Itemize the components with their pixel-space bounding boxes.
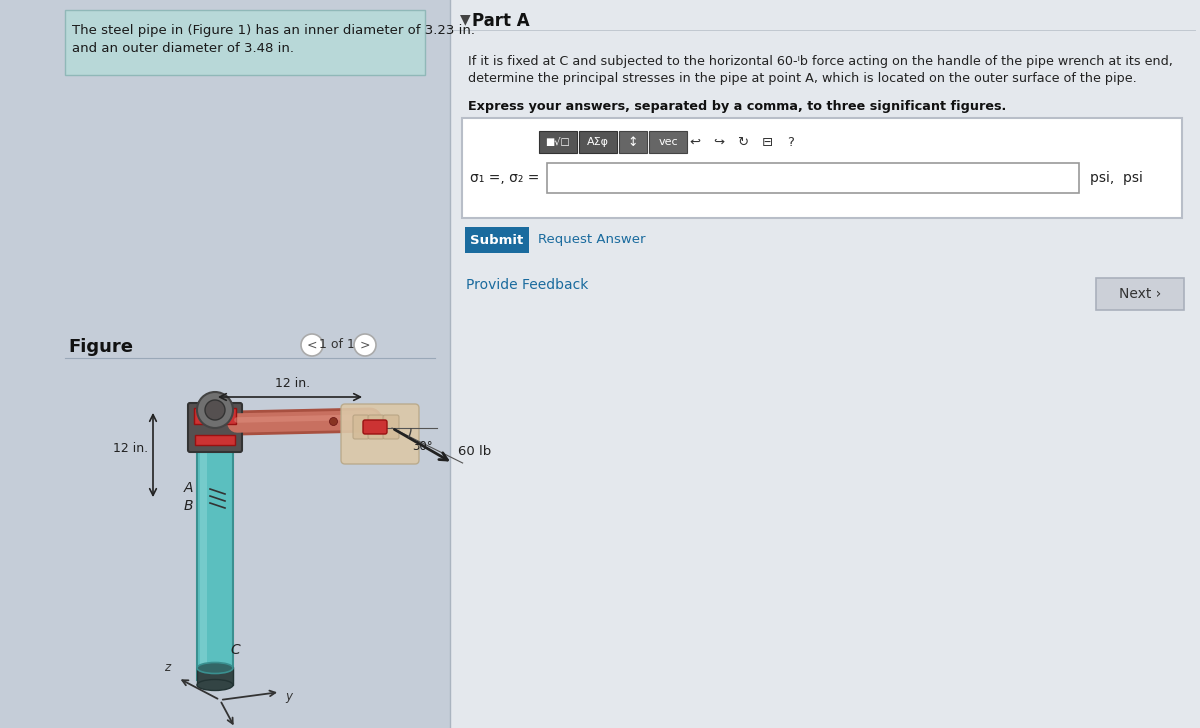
Text: 12 in.: 12 in. [275,377,310,390]
Text: y: y [286,690,292,703]
FancyBboxPatch shape [619,131,647,153]
FancyBboxPatch shape [197,667,233,685]
Text: 12 in.: 12 in. [113,442,148,455]
Circle shape [330,417,337,425]
Text: >: > [360,339,371,352]
Text: ↻: ↻ [738,135,749,149]
FancyBboxPatch shape [200,415,208,680]
Text: Figure: Figure [68,338,133,356]
Text: z: z [164,661,170,674]
FancyBboxPatch shape [466,227,529,253]
FancyBboxPatch shape [368,415,384,439]
Text: 30°: 30° [412,440,433,453]
Circle shape [205,400,226,420]
Text: AΣφ: AΣφ [587,137,610,147]
Ellipse shape [197,662,233,673]
FancyBboxPatch shape [580,131,617,153]
Text: If it is fixed at C and subjected to the horizontal 60-ᴵb force acting on the ha: If it is fixed at C and subjected to the… [468,55,1172,68]
FancyBboxPatch shape [649,131,686,153]
FancyBboxPatch shape [65,10,425,75]
Text: ↪: ↪ [714,135,725,149]
Text: σ₁ =, σ₂ =: σ₁ =, σ₂ = [470,171,539,185]
Ellipse shape [197,679,233,690]
Text: ▼: ▼ [460,12,470,26]
Text: Part A: Part A [472,12,529,30]
FancyBboxPatch shape [188,403,242,452]
Text: B: B [184,499,193,513]
Circle shape [354,334,376,356]
FancyBboxPatch shape [547,163,1079,193]
Text: ⊟: ⊟ [762,135,773,149]
Text: C: C [230,643,240,657]
Text: Next ›: Next › [1118,287,1162,301]
Text: A: A [184,481,193,495]
Text: ?: ? [787,135,794,149]
Text: and an outer diameter of 3.48 in.: and an outer diameter of 3.48 in. [72,42,294,55]
FancyBboxPatch shape [341,404,419,464]
Text: 60 lb: 60 lb [457,445,491,458]
Text: vec: vec [658,137,678,147]
Circle shape [197,392,233,428]
FancyBboxPatch shape [194,435,235,445]
FancyBboxPatch shape [539,131,577,153]
FancyBboxPatch shape [197,415,233,680]
Text: Provide Feedback: Provide Feedback [466,278,588,292]
Circle shape [301,334,323,356]
Text: Express your answers, separated by a comma, to three significant figures.: Express your answers, separated by a com… [468,100,1007,113]
FancyBboxPatch shape [0,0,450,728]
Text: 1 of 1: 1 of 1 [319,339,355,352]
FancyBboxPatch shape [194,408,236,424]
FancyBboxPatch shape [364,420,386,434]
Text: Submit: Submit [470,234,523,247]
FancyBboxPatch shape [383,415,398,439]
FancyBboxPatch shape [1096,278,1184,310]
Text: ↕: ↕ [628,135,638,149]
Text: Request Answer: Request Answer [538,234,646,247]
Ellipse shape [197,409,233,421]
Text: ■√□: ■√□ [546,137,570,147]
Text: determine the principal stresses in the pipe at point A, which is located on the: determine the principal stresses in the … [468,72,1136,85]
Text: The steel pipe in (Figure 1) has an inner diameter of 3.23 in.: The steel pipe in (Figure 1) has an inne… [72,24,475,37]
FancyBboxPatch shape [450,0,1200,728]
FancyBboxPatch shape [353,415,370,439]
Text: psi,  psi: psi, psi [1090,171,1142,185]
Text: <: < [307,339,317,352]
FancyBboxPatch shape [462,118,1182,218]
Text: ↩: ↩ [690,135,701,149]
